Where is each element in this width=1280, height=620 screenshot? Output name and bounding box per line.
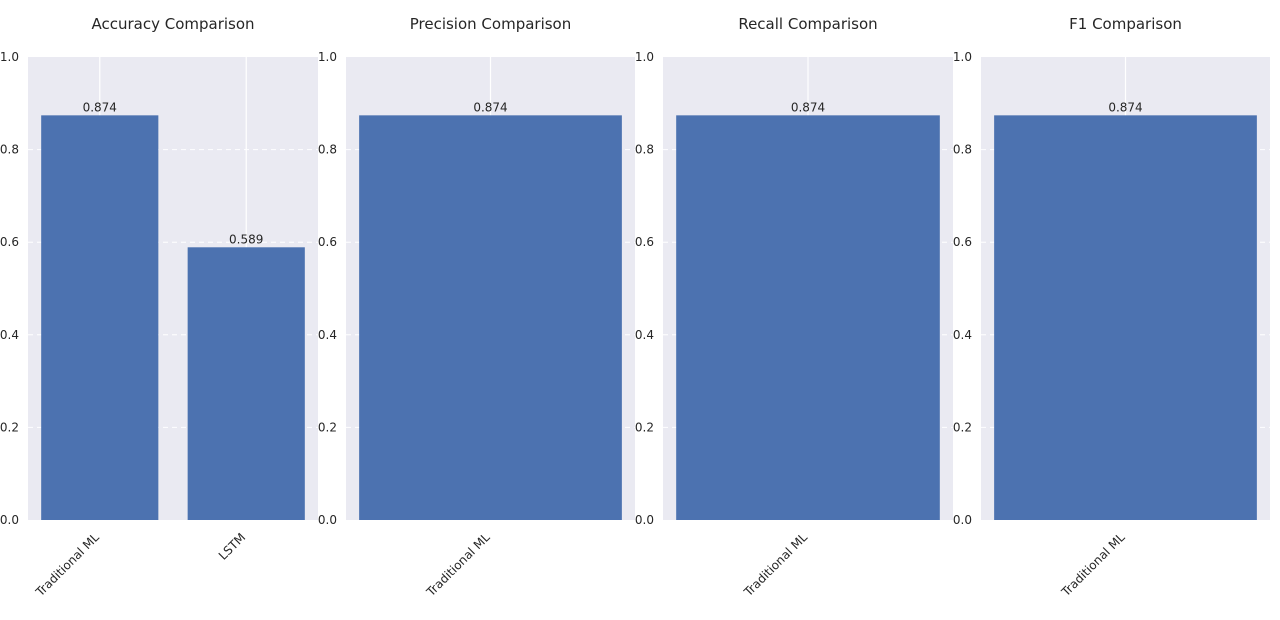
bar — [676, 115, 940, 520]
y-tick-label: 0.8 — [635, 143, 654, 157]
bar — [359, 115, 622, 520]
x-tick-label: Traditional ML — [741, 530, 811, 600]
x-tick-label: LSTM — [216, 530, 249, 563]
chart-panel: 0.0 0.2 0.4 0.6 0.8 1.0 0.874 Traditional ML Rec… — [635, 15, 953, 600]
y-tick-label: 0.6 — [635, 235, 654, 249]
x-tick-label: Traditional ML — [32, 530, 102, 600]
y-tick-label: 0.0 — [953, 513, 972, 527]
y-tick-label: 0.2 — [953, 420, 972, 434]
bar — [41, 115, 159, 520]
y-tick-label: 0.4 — [635, 328, 654, 342]
y-tick-label: 0.2 — [635, 420, 654, 434]
chart-title: Recall Comparison — [738, 15, 877, 33]
y-tick-label: 0.6 — [318, 235, 337, 249]
chart-panel: 0.0 0.2 0.4 0.6 0.8 1.0 0.874 Traditional ML 0.5… — [0, 15, 318, 600]
chart-title: Precision Comparison — [410, 15, 572, 33]
y-tick-label: 0.4 — [318, 328, 337, 342]
chart-title: Accuracy Comparison — [91, 15, 254, 33]
y-tick-label: 1.0 — [0, 50, 19, 64]
bar-value-label: 0.874 — [473, 100, 507, 114]
y-tick-label: 0.2 — [0, 420, 19, 434]
x-tick-label: Traditional ML — [1058, 530, 1128, 600]
y-tick-label: 0.6 — [0, 235, 19, 249]
bar — [994, 115, 1257, 520]
y-tick-label: 1.0 — [953, 50, 972, 64]
chart-panel: 0.0 0.2 0.4 0.6 0.8 1.0 0.874 Traditional ML F1 … — [953, 15, 1270, 600]
y-tick-label: 0.8 — [953, 143, 972, 157]
bar-value-label: 0.874 — [1108, 100, 1142, 114]
chart-title: F1 Comparison — [1069, 15, 1182, 33]
y-tick-label: 0.6 — [953, 235, 972, 249]
bar-value-label: 0.874 — [83, 100, 117, 114]
y-tick-label: 0.0 — [635, 513, 654, 527]
x-tick-label: Traditional ML — [423, 530, 493, 600]
y-tick-label: 0.0 — [318, 513, 337, 527]
y-tick-label: 0.8 — [318, 143, 337, 157]
chart-panel: 0.0 0.2 0.4 0.6 0.8 1.0 0.874 Traditional ML Pre… — [318, 15, 635, 600]
y-tick-label: 0.4 — [0, 328, 19, 342]
y-tick-label: 0.2 — [318, 420, 337, 434]
y-tick-label: 1.0 — [318, 50, 337, 64]
y-tick-label: 1.0 — [635, 50, 654, 64]
bar — [187, 247, 305, 520]
y-tick-label: 0.4 — [953, 328, 972, 342]
y-tick-label: 0.0 — [0, 513, 19, 527]
bar-value-label: 0.589 — [229, 232, 263, 246]
y-tick-label: 0.8 — [0, 143, 19, 157]
bar-value-label: 0.874 — [791, 100, 825, 114]
